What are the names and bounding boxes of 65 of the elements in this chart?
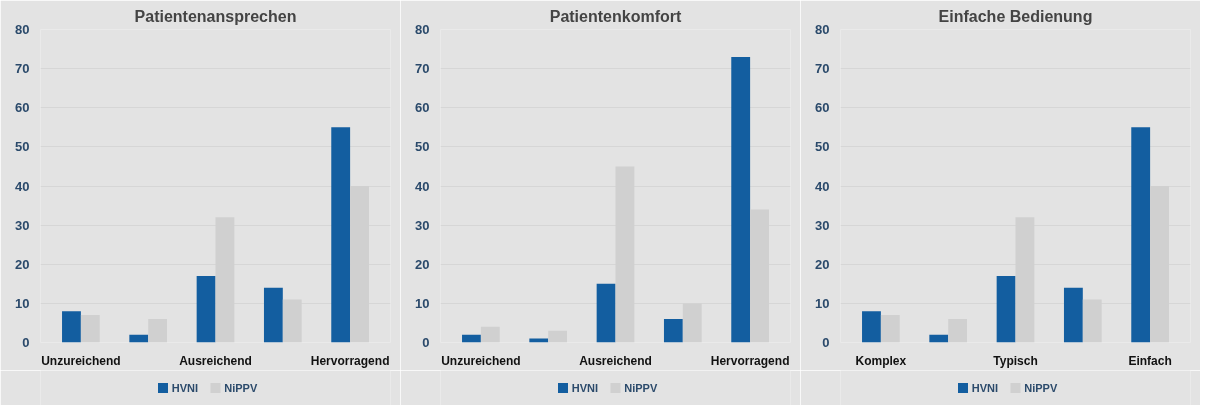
y-tick-label: 10: [815, 295, 830, 311]
x-tick-label: Ausreichend: [579, 353, 652, 368]
y-tick-label: 80: [815, 22, 830, 37]
x-tick-label: Ausreichend: [179, 353, 252, 368]
y-tick-label: 10: [415, 295, 430, 311]
bar: [663, 319, 683, 343]
x-tick-label: Unzureichend: [441, 353, 521, 368]
chart-title: Einfache Bedienung: [938, 7, 1093, 25]
x-tick-label: Typisch: [993, 353, 1038, 368]
y-tick-label: 70: [15, 61, 30, 77]
bar: [996, 275, 1016, 343]
y-tick-label: 30: [815, 217, 830, 233]
legend-label: NiPPV: [624, 382, 658, 394]
y-tick-label: 50: [415, 139, 430, 155]
bar: [80, 315, 100, 343]
bar: [196, 275, 216, 343]
y-tick-label: 0: [822, 335, 830, 350]
x-tick-label: Komplex: [855, 353, 907, 368]
bar: [129, 334, 149, 343]
bar: [263, 287, 283, 343]
y-tick-label: 60: [815, 100, 830, 116]
legend-label: NiPPV: [224, 382, 258, 394]
y-tick-label: 0: [22, 335, 30, 350]
bar: [880, 315, 900, 343]
bar: [548, 330, 568, 343]
y-tick-label: 40: [815, 178, 830, 194]
y-tick-label: 80: [415, 22, 430, 37]
y-tick-label: 60: [415, 100, 430, 116]
bar: [596, 283, 616, 343]
legend-label: HVNI: [171, 382, 199, 394]
bar: [62, 311, 81, 343]
bar: [480, 326, 500, 343]
bar: [331, 127, 351, 343]
bar: [148, 319, 168, 343]
y-tick-label: 30: [15, 217, 30, 233]
y-tick-label: 70: [415, 61, 430, 77]
bar: [462, 334, 481, 343]
y-tick-label: 20: [815, 256, 830, 272]
y-tick-label: 40: [15, 178, 30, 194]
bar: [731, 56, 751, 343]
bar: [948, 319, 968, 343]
y-tick-label: 0: [422, 335, 430, 350]
x-tick-label: Einfach: [1128, 353, 1172, 368]
y-tick-label: 50: [15, 139, 30, 155]
y-tick-label: 10: [15, 295, 30, 311]
bar: [1063, 287, 1083, 343]
y-tick-label: 50: [815, 139, 830, 155]
x-tick-label: Hervorragend: [310, 353, 390, 368]
x-tick-label: Hervorragend: [710, 353, 790, 368]
legend-label: HVNI: [571, 382, 599, 394]
x-tick-label: Unzureichend: [41, 353, 121, 368]
bar: [862, 311, 881, 343]
chart-title: Patientenansprechen: [134, 7, 297, 25]
y-tick-label: 70: [815, 61, 830, 77]
legend-label: NiPPV: [1024, 382, 1058, 394]
legend-label: HVNI: [971, 382, 999, 394]
y-tick-label: 30: [415, 217, 430, 233]
y-tick-label: 20: [15, 256, 30, 272]
bar: [1131, 127, 1151, 343]
y-tick-label: 20: [415, 256, 430, 272]
y-tick-label: 80: [15, 22, 30, 37]
bar: [929, 334, 949, 343]
y-tick-label: 40: [415, 178, 430, 194]
chart-title: Patientenkomfort: [549, 7, 682, 25]
y-tick-label: 60: [15, 100, 30, 116]
